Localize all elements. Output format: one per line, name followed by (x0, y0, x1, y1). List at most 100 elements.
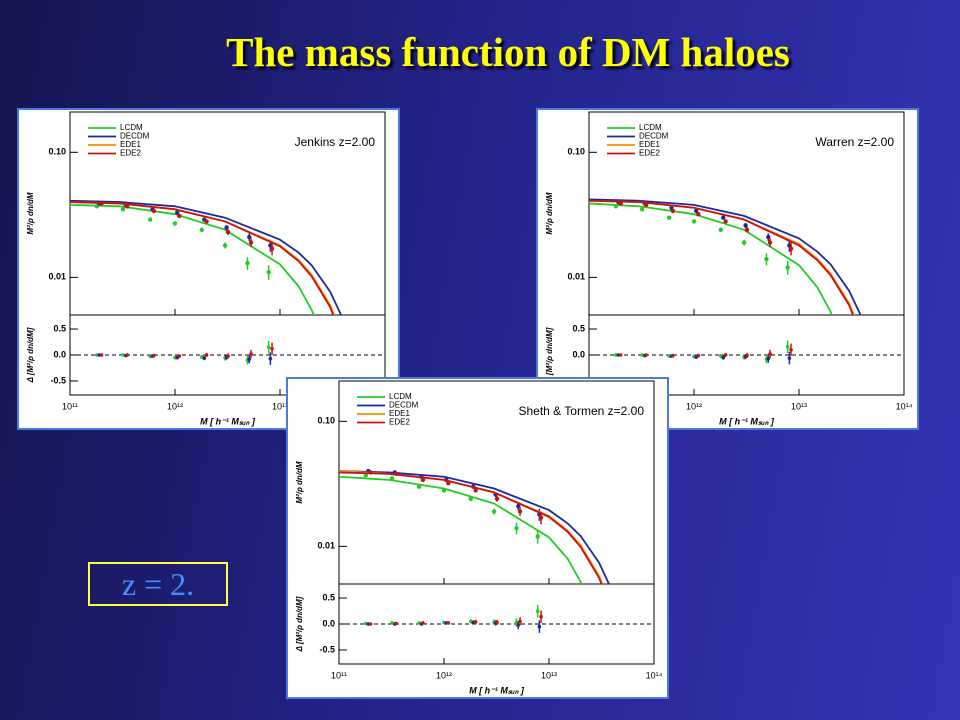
data-point (204, 219, 209, 224)
data-point (468, 496, 474, 502)
figure-frame (286, 377, 669, 699)
data-point (177, 213, 182, 219)
figure-frame (536, 108, 919, 430)
y-tick-label: 0.10 (48, 147, 66, 157)
data-point (516, 503, 521, 509)
residual-point (247, 357, 252, 361)
legend-label: DECDM (639, 132, 669, 141)
data-point (151, 208, 157, 214)
residual-point (390, 621, 394, 625)
data-point (494, 496, 500, 502)
panel-title: Warren z=2.00 (815, 135, 894, 149)
residual-point (152, 353, 156, 358)
residual-point (473, 620, 478, 624)
data-point (124, 204, 130, 209)
data-point (225, 229, 231, 235)
data-point (691, 219, 697, 224)
residual-point (537, 624, 542, 629)
residual-point (99, 353, 104, 357)
data-point (613, 204, 619, 209)
model-curve (339, 470, 610, 584)
residual-point (618, 353, 623, 357)
residual-point (249, 352, 253, 356)
data-point (764, 256, 769, 262)
data-point (224, 225, 229, 230)
data-point (363, 473, 369, 478)
data-point (199, 227, 205, 233)
y-tick-label: 0.01 (48, 272, 66, 282)
data-point (416, 484, 422, 489)
data-point (368, 470, 373, 475)
data-point (718, 227, 724, 233)
data-point (94, 204, 100, 209)
residual-y-axis-label: Δ [M²/ρ dn/dM] (26, 327, 35, 383)
data-point (766, 234, 771, 240)
residual-point (644, 353, 648, 357)
data-point (785, 265, 790, 270)
panel-title: Sheth & Tormen z=2.00 (518, 404, 644, 418)
x-tick-label: 10¹² (686, 401, 702, 411)
y-tick-label: 0.10 (567, 147, 585, 157)
y-axis-label: M²/ρ dn/dM (295, 461, 304, 504)
residual-point (614, 353, 618, 357)
x-tick-label: 10¹³ (272, 401, 288, 411)
x-tick-label: 10¹² (436, 670, 452, 680)
model-curve (70, 199, 343, 315)
y-axis-label: M²/ρ dn/dM (26, 192, 35, 235)
data-point (441, 488, 447, 493)
data-point (723, 219, 728, 224)
data-point (420, 477, 426, 483)
residual-point (518, 619, 522, 624)
legend-label: EDE1 (389, 409, 410, 418)
data-point (120, 207, 126, 212)
residual-y-tick-label: -0.5 (319, 644, 335, 654)
residual-y-tick-label: 0.0 (322, 618, 335, 628)
residual-point (514, 620, 519, 625)
residual-point (785, 344, 790, 349)
data-point (538, 515, 544, 520)
figure: 10¹¹ 10¹² 10¹³ 10¹⁴ M [ h⁻¹ Mₛᵤₙ ] 0.01 0.10 M²… (286, 377, 669, 699)
model-curve (589, 199, 854, 315)
data-point (694, 208, 699, 214)
residual-y-axis-label: Δ [M²/ρ dn/dM] (545, 327, 554, 383)
residual-point (268, 356, 273, 361)
data-point (721, 215, 726, 220)
y-tick-label: 0.10 (317, 416, 335, 426)
residual-point (535, 609, 540, 613)
x-tick-label: 10¹⁴ (646, 670, 663, 680)
data-point (99, 201, 104, 206)
legend-label: EDE2 (639, 149, 660, 158)
legend-label: EDE2 (389, 418, 410, 427)
data-point (643, 202, 649, 208)
residual-y-tick-label: 0.0 (572, 349, 585, 359)
residual-point (539, 614, 543, 619)
data-point (670, 208, 676, 214)
data-point (248, 240, 254, 245)
x-tick-label: 10¹² (167, 401, 183, 411)
x-tick-label: 10¹¹ (331, 670, 347, 680)
data-point (247, 234, 252, 240)
residual-point (745, 353, 749, 358)
data-point (639, 207, 645, 212)
data-point (175, 210, 180, 215)
data-point (788, 246, 794, 251)
residual-point (266, 345, 271, 350)
residual-point (95, 353, 99, 357)
residual-point (121, 353, 125, 357)
residual-y-tick-label: 0.5 (53, 323, 66, 333)
data-point (517, 509, 523, 514)
data-point (514, 525, 519, 531)
x-axis-label: M [ h⁻¹ Mₛᵤₙ ] (200, 416, 256, 426)
data-point (446, 480, 451, 486)
model-curve (589, 198, 862, 315)
data-point (743, 223, 748, 228)
data-point (696, 211, 701, 217)
data-point (172, 221, 178, 226)
residual-point (421, 621, 425, 625)
residual-y-tick-label: 0.0 (53, 349, 66, 359)
model-curve (339, 475, 583, 584)
data-point (147, 217, 153, 222)
residual-point (125, 353, 129, 357)
residual-point (495, 620, 499, 625)
